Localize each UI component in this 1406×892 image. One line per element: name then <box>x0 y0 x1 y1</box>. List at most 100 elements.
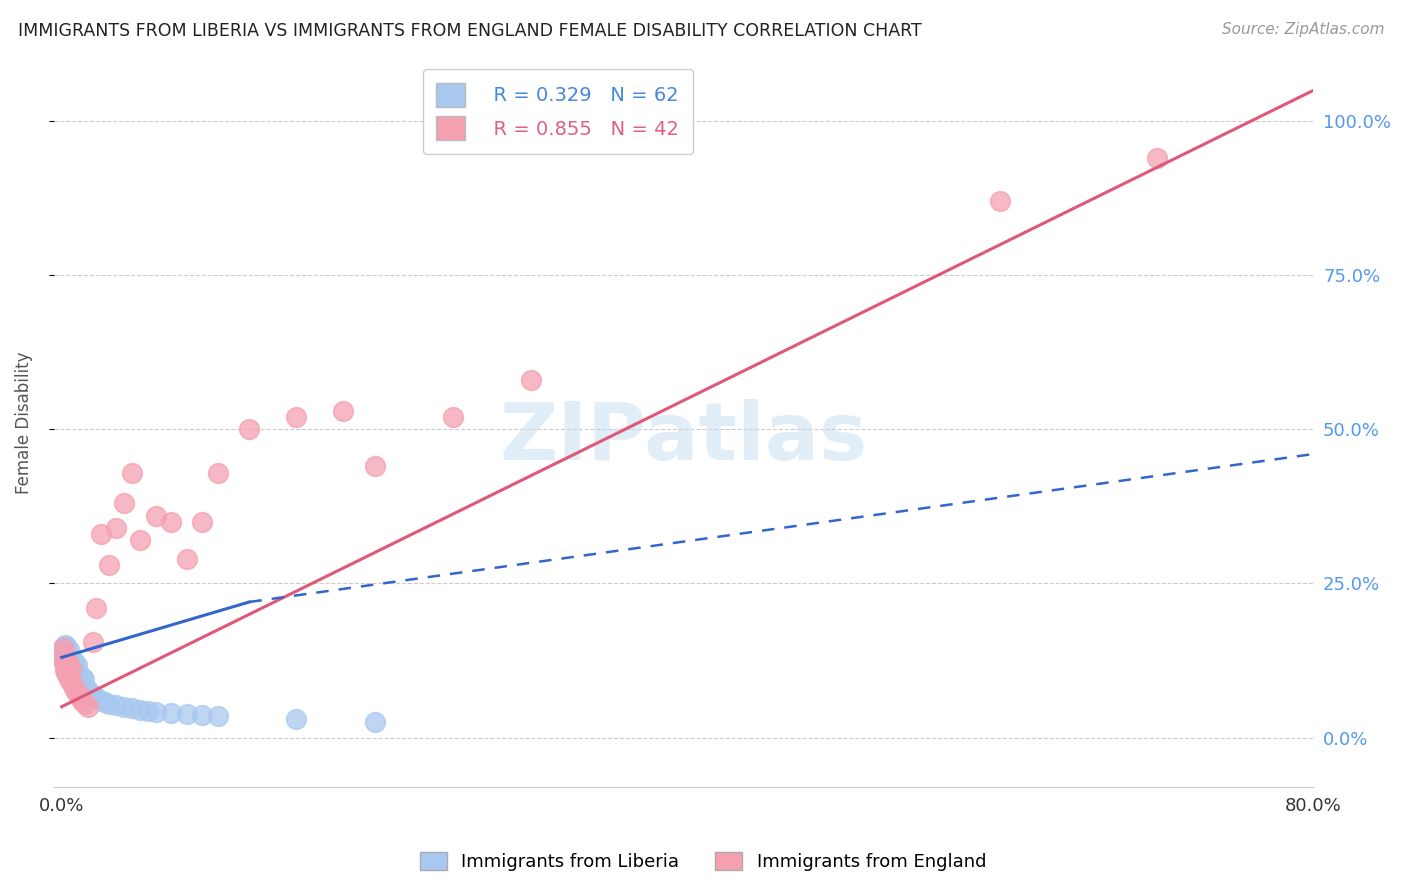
Point <box>60 651 83 665</box>
Point <box>238 422 260 436</box>
Point <box>58 665 80 680</box>
Point <box>520 373 543 387</box>
Point <box>363 459 385 474</box>
Point <box>62 661 84 675</box>
Point <box>56 648 79 662</box>
Point <box>69 690 91 705</box>
Point <box>77 684 100 698</box>
Point <box>72 680 94 694</box>
Point <box>76 682 98 697</box>
Point <box>56 656 79 670</box>
Point <box>62 669 84 683</box>
Point <box>97 558 120 572</box>
Point <box>62 678 84 692</box>
Point <box>77 699 100 714</box>
Point <box>84 690 107 705</box>
Point <box>67 667 90 681</box>
Point <box>66 686 89 700</box>
Point <box>84 601 107 615</box>
Point <box>69 669 91 683</box>
Point <box>58 672 80 686</box>
Y-axis label: Female Disability: Female Disability <box>15 352 32 494</box>
Point <box>65 664 87 678</box>
Point <box>1146 151 1168 165</box>
Point <box>58 657 80 672</box>
Point <box>332 404 354 418</box>
Point <box>66 673 89 688</box>
Point <box>207 466 229 480</box>
Point <box>55 645 77 659</box>
Point <box>191 708 214 723</box>
Point <box>128 533 150 548</box>
Point <box>52 641 75 656</box>
Point <box>58 657 80 672</box>
Point <box>69 676 91 690</box>
Point <box>90 693 112 707</box>
Point <box>53 663 76 677</box>
Point <box>63 663 86 677</box>
Text: IMMIGRANTS FROM LIBERIA VS IMMIGRANTS FROM ENGLAND FEMALE DISABILITY CORRELATION: IMMIGRANTS FROM LIBERIA VS IMMIGRANTS FR… <box>18 22 922 40</box>
Point <box>53 659 76 673</box>
Point <box>105 521 128 535</box>
Point <box>52 653 75 667</box>
Text: Source: ZipAtlas.com: Source: ZipAtlas.com <box>1222 22 1385 37</box>
Point <box>63 670 86 684</box>
Point <box>121 466 143 480</box>
Point <box>63 656 86 670</box>
Point <box>55 665 77 680</box>
Point <box>55 663 77 677</box>
Point <box>53 638 76 652</box>
Point <box>55 651 77 665</box>
Point <box>82 689 104 703</box>
Point <box>121 701 143 715</box>
Legend:   R = 0.329   N = 62,   R = 0.855   N = 42: R = 0.329 N = 62, R = 0.855 N = 42 <box>423 70 693 153</box>
Point <box>58 650 80 665</box>
Point <box>65 684 87 698</box>
Point <box>160 515 183 529</box>
Point <box>176 707 198 722</box>
Point <box>72 672 94 686</box>
Point <box>94 695 117 709</box>
Point <box>52 641 75 656</box>
Point <box>56 664 79 678</box>
Point <box>66 665 89 680</box>
Point <box>55 653 77 667</box>
Point <box>60 659 83 673</box>
Point <box>56 657 79 671</box>
Point <box>66 657 89 672</box>
Point <box>75 681 97 696</box>
Point <box>82 635 104 649</box>
Point <box>62 653 84 667</box>
Point <box>52 653 75 667</box>
Point <box>105 698 128 713</box>
Point <box>75 697 97 711</box>
Point <box>285 410 308 425</box>
Point <box>67 689 90 703</box>
Point <box>70 670 93 684</box>
Point <box>145 508 167 523</box>
Point <box>56 669 79 683</box>
Point <box>363 715 385 730</box>
Point <box>65 672 87 686</box>
Point <box>176 551 198 566</box>
Point <box>90 527 112 541</box>
Point <box>145 705 167 719</box>
Point <box>63 681 86 696</box>
Point <box>128 703 150 717</box>
Point <box>70 678 93 692</box>
Point <box>136 704 159 718</box>
Point <box>53 644 76 658</box>
Point <box>160 706 183 720</box>
Point <box>53 648 76 662</box>
Legend: Immigrants from Liberia, Immigrants from England: Immigrants from Liberia, Immigrants from… <box>412 845 994 879</box>
Point <box>70 693 93 707</box>
Point <box>60 675 83 690</box>
Point <box>207 709 229 723</box>
Point <box>285 712 308 726</box>
Point <box>60 667 83 681</box>
Point <box>112 699 135 714</box>
Point <box>67 675 90 690</box>
Point <box>52 648 75 662</box>
Point <box>97 697 120 711</box>
Point <box>990 194 1012 209</box>
